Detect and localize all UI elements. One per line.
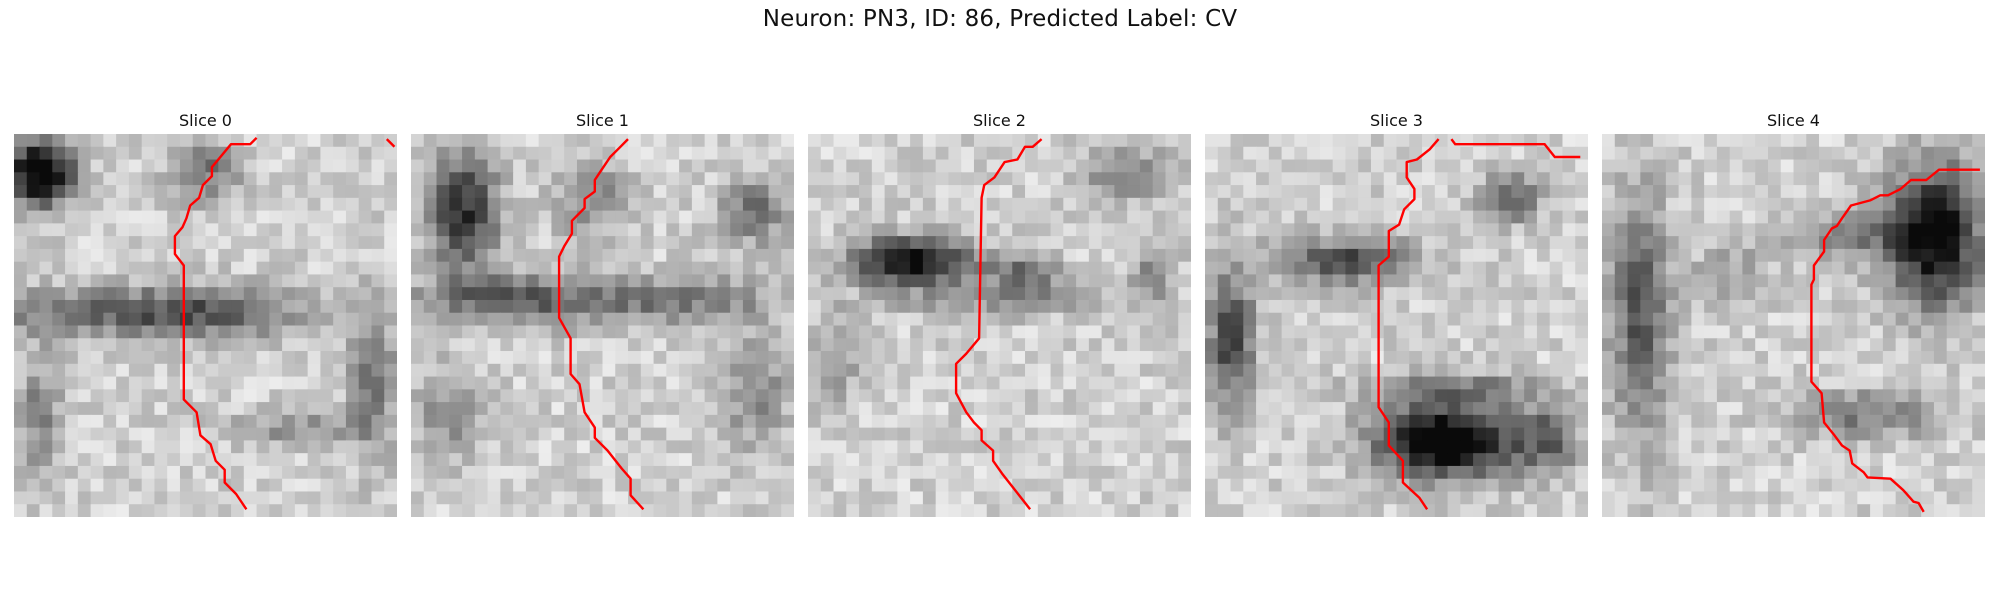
slice-panel-0: Slice 0	[14, 108, 397, 517]
figure-title: Neuron: PN3, ID: 86, Predicted Label: CV	[762, 6, 1238, 32]
slice-title-1: Slice 1	[576, 111, 629, 130]
neuron-trace-fragment-3	[1450, 138, 1581, 159]
neuron-trace-2	[954, 138, 1043, 511]
neuron-trace-1	[557, 138, 645, 511]
neuron-trace-fragment-0	[385, 138, 396, 148]
slice-panel-4: Slice 4	[1602, 108, 1985, 517]
slice-title-2: Slice 2	[973, 111, 1026, 130]
slice-image-0	[14, 134, 397, 517]
slice-image-1	[411, 134, 794, 517]
slice-image-4	[1602, 134, 1985, 517]
neuron-trace-3	[1377, 138, 1440, 510]
slice-image-2	[808, 134, 1191, 517]
slice-title-3: Slice 3	[1370, 111, 1423, 130]
neuron-trace-0	[173, 136, 258, 510]
slice-panel-1: Slice 1	[411, 108, 794, 517]
slice-title-0: Slice 0	[179, 111, 232, 130]
slice-title-4: Slice 4	[1767, 111, 1820, 130]
neuron-trace-4	[1810, 168, 1980, 513]
slice-panel-3: Slice 3	[1205, 108, 1588, 517]
slice-panel-2: Slice 2	[808, 108, 1191, 517]
slice-image-3	[1205, 134, 1588, 517]
